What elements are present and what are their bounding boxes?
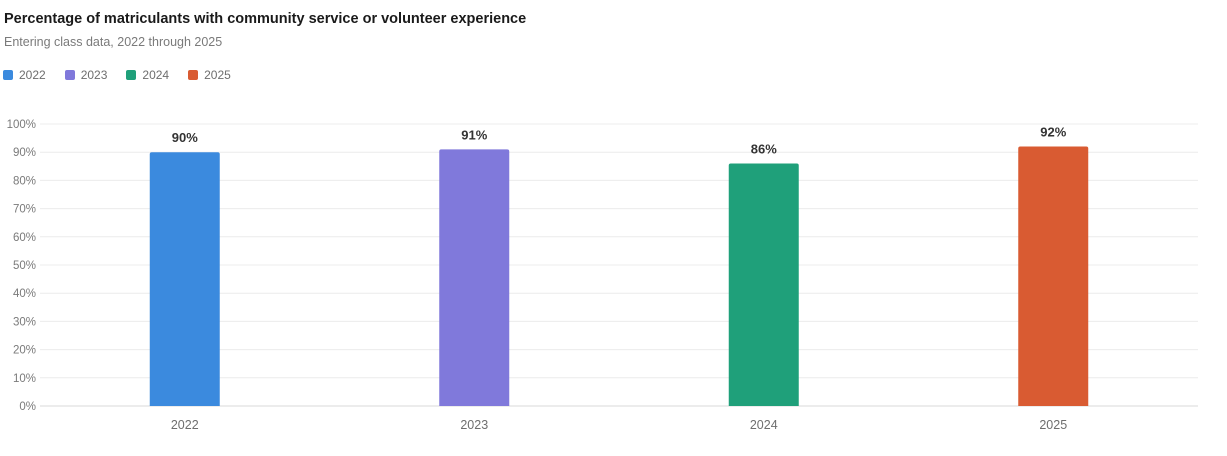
legend-item-2023[interactable]: 2023 bbox=[64, 68, 108, 82]
bar-2025[interactable] bbox=[1018, 146, 1089, 406]
y-tick-label: 10% bbox=[13, 373, 36, 385]
data-label-2025: 92% bbox=[1040, 125, 1066, 140]
legend-swatch-2022 bbox=[3, 70, 13, 80]
y-tick-label: 70% bbox=[13, 204, 36, 216]
y-tick-label: 20% bbox=[13, 345, 36, 357]
x-axis-labels: 2022 2023 2024 2025 bbox=[171, 418, 1067, 432]
y-tick-label: 90% bbox=[13, 147, 36, 159]
y-axis-ticks: 0% 10% 20% 30% 40% 50% 60% 70% 80% 90% 100% bbox=[7, 119, 36, 413]
legend-item-2022[interactable]: 2022 bbox=[3, 68, 46, 82]
chart-subtitle: Entering class data, 2022 through 2025 bbox=[4, 35, 223, 49]
y-tick-label: 50% bbox=[13, 260, 36, 272]
legend-swatch-2023 bbox=[64, 70, 75, 80]
y-tick-label: 100% bbox=[7, 119, 36, 131]
legend-label-2022: 2022 bbox=[19, 68, 46, 82]
data-label-2023: 91% bbox=[461, 127, 487, 142]
chart-title: Percentage of matriculants with communit… bbox=[4, 11, 527, 27]
legend-item-2025[interactable]: 2025 bbox=[188, 68, 231, 82]
gridlines bbox=[40, 123, 1198, 407]
bar-2024[interactable] bbox=[728, 163, 799, 406]
data-label-2022: 90% bbox=[172, 130, 198, 145]
legend-swatch-2025 bbox=[188, 70, 199, 80]
data-labels: 90% 91% 86% 92% bbox=[172, 125, 1067, 157]
legend-item-2024[interactable]: 2024 bbox=[126, 68, 169, 82]
y-tick-label: 40% bbox=[13, 288, 36, 300]
y-tick-label: 0% bbox=[19, 401, 36, 413]
x-tick-label-2022: 2022 bbox=[171, 418, 199, 432]
x-tick-label-2025: 2025 bbox=[1039, 418, 1067, 432]
legend-swatch-2024 bbox=[126, 70, 137, 80]
bar-2022[interactable] bbox=[149, 152, 220, 406]
bar-2023[interactable] bbox=[439, 149, 510, 406]
chart-legend: 2022 2023 2024 2025 bbox=[3, 68, 250, 82]
legend-label-2023: 2023 bbox=[80, 68, 108, 82]
x-tick-label-2023: 2023 bbox=[460, 418, 488, 432]
legend-label-2024: 2024 bbox=[142, 68, 170, 82]
bars bbox=[149, 146, 1089, 406]
data-label-2024: 86% bbox=[751, 141, 777, 156]
x-tick-label-2024: 2024 bbox=[750, 418, 778, 432]
y-tick-label: 80% bbox=[13, 175, 36, 187]
legend-label-2025: 2025 bbox=[204, 68, 231, 82]
y-tick-label: 60% bbox=[13, 232, 36, 244]
y-tick-label: 30% bbox=[13, 316, 36, 328]
